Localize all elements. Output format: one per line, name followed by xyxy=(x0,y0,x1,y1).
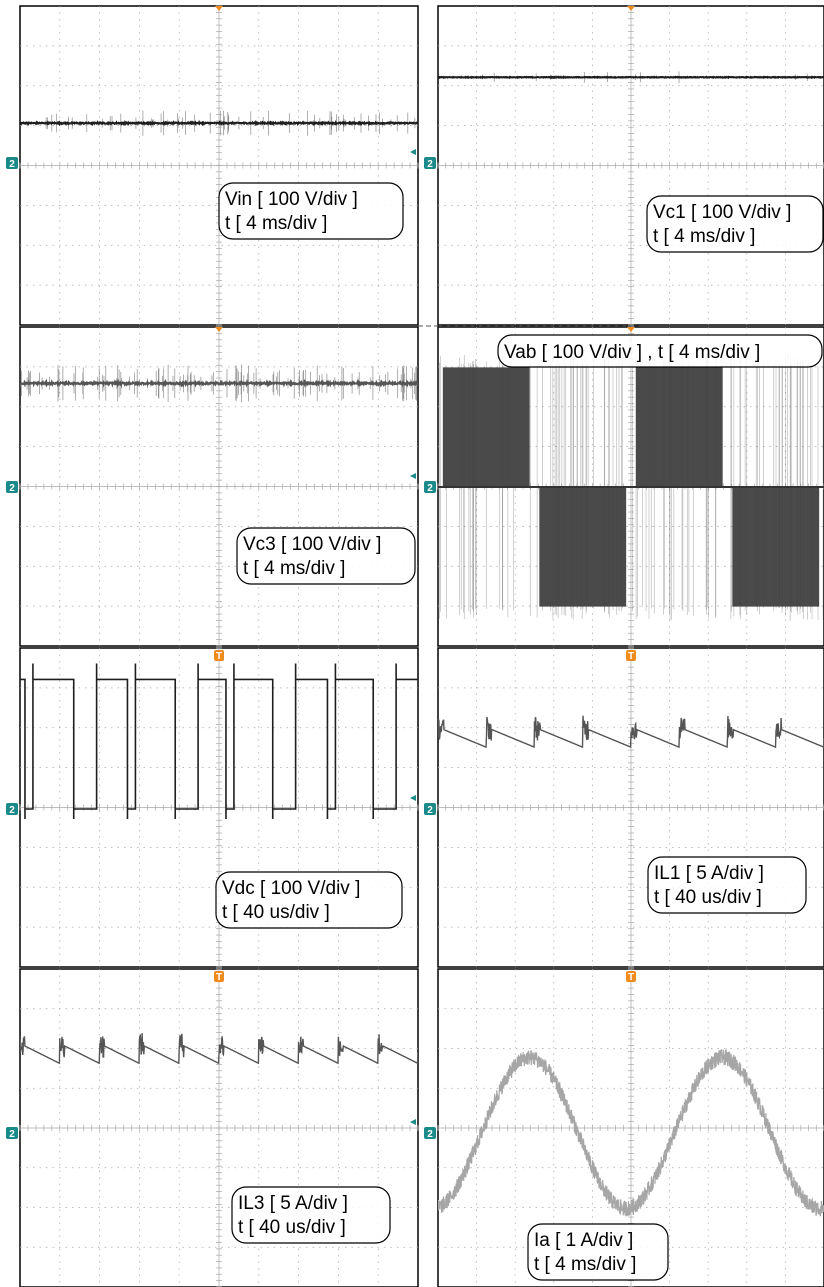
channel-label: 2 xyxy=(9,483,15,494)
channel-2-marker-icon xyxy=(6,157,18,169)
scale-label-line: t [ 40 us/div ] xyxy=(238,1217,346,1238)
trigger-position-icon xyxy=(627,6,635,11)
scale-label-vin: Vin [ 100 V/div ] t [ 4 ms/div ] xyxy=(218,182,404,240)
graticule xyxy=(19,968,419,1287)
trace-line xyxy=(20,1033,418,1065)
channel-label: 2 xyxy=(9,805,15,816)
channel-label: 2 xyxy=(427,483,433,494)
scope-panel-vc3: 2 Vc3 [ 100 V/div ] t [ 4 ms/div ] xyxy=(6,326,419,647)
scope-panel-ia: T 2 Ia [ 1 A/div ] t [ 4 ms/div ] xyxy=(424,968,824,1287)
channel-2-marker-icon xyxy=(424,1127,436,1139)
trace-line xyxy=(438,75,824,80)
trigger-position-icon xyxy=(627,327,635,332)
scale-label-line: Vdc [ 100 V/div ] xyxy=(222,878,360,899)
trigger-label: T xyxy=(628,651,634,662)
trigger-level-icon xyxy=(410,473,416,479)
trigger-level-icon xyxy=(410,1119,416,1125)
scope-panel-il1: T 2 IL1 [ 5 A/div ] t [ 40 us/div ] xyxy=(424,647,824,968)
channel-2-marker-icon xyxy=(424,481,436,493)
trace-line xyxy=(20,378,418,389)
graticule xyxy=(437,5,824,326)
trigger-position-icon xyxy=(215,327,223,332)
trigger-label: T xyxy=(628,972,634,983)
channel-2-marker-icon xyxy=(424,803,436,815)
trigger-level-icon xyxy=(410,795,416,801)
scale-label-vc1: Vc1 [ 100 V/div ] t [ 4 ms/div ] xyxy=(646,195,824,253)
channel-label: 2 xyxy=(9,159,15,170)
channel-label: 2 xyxy=(427,1129,433,1140)
scale-label-line: t [ 40 us/div ] xyxy=(222,902,330,923)
trigger-position-icon xyxy=(626,971,636,982)
scope-panel-vab: 2 Vab [ 100 V/div ] , t [ 4 ms/div ] xyxy=(424,326,824,647)
waveform-vc3 xyxy=(20,364,418,403)
scale-label-vab: Vab [ 100 V/div ] , t [ 4 ms/div ] xyxy=(497,334,823,368)
trace-line xyxy=(438,1048,824,1217)
channel-2-marker-icon xyxy=(424,157,436,169)
scale-label-vdc: Vdc [ 100 V/div ] t [ 40 us/div ] xyxy=(215,871,403,929)
graticule xyxy=(19,326,419,647)
scope-panel-vc1: 2 Vc1 [ 100 V/div ] t [ 4 ms/div ] xyxy=(424,5,824,326)
scale-label-line: IL1 [ 5 A/div ] xyxy=(654,863,764,884)
scale-label-il1: IL1 [ 5 A/div ] t [ 40 us/div ] xyxy=(647,856,807,914)
channel-label: 2 xyxy=(9,1129,15,1140)
trigger-position-icon xyxy=(214,650,224,661)
channel-2-marker-icon xyxy=(6,481,18,493)
scale-label-line: Ia [ 1 A/div ] xyxy=(534,1230,633,1251)
scope-panel-il3: T 2 IL3 [ 5 A/div ] t [ 40 us/div ] xyxy=(6,968,419,1287)
waveform-ia xyxy=(438,1048,824,1217)
scope-panel-vin: 2 Vin [ 100 V/div ] t [ 4 ms/div ] xyxy=(6,5,419,326)
scale-label-line: IL3 [ 5 A/div ] xyxy=(238,1193,348,1214)
scale-label-line: Vin [ 100 V/div ] xyxy=(225,189,358,210)
channel-label: 2 xyxy=(427,159,433,170)
trigger-label: T xyxy=(216,651,222,662)
scale-label-line: Vc1 [ 100 V/div ] xyxy=(653,202,791,223)
graticule xyxy=(19,5,419,326)
waveform-vc1 xyxy=(438,71,824,84)
channel-label: 2 xyxy=(427,805,433,816)
waveform-il3 xyxy=(20,1033,418,1065)
scope-panel-vdc: T 2 Vdc [ 100 V/div ] t [ 40 us/div ] xyxy=(6,647,419,968)
graticule xyxy=(437,968,824,1287)
trigger-label: T xyxy=(216,972,222,983)
graticule xyxy=(437,647,824,968)
scale-label-line: t [ 4 ms/div ] xyxy=(653,226,755,247)
trigger-position-icon xyxy=(626,650,636,661)
channel-2-marker-icon xyxy=(6,1127,18,1139)
trace-line xyxy=(20,119,418,127)
waveform-vdc xyxy=(20,663,418,819)
trigger-level-icon xyxy=(410,149,416,155)
trigger-position-icon xyxy=(215,6,223,11)
scale-label-line: t [ 4 ms/div ] xyxy=(534,1254,636,1275)
scale-label-line: Vc3 [ 100 V/div ] xyxy=(243,534,381,555)
scale-label-line: t [ 40 us/div ] xyxy=(654,887,762,908)
scale-label-line: t [ 4 ms/div ] xyxy=(225,213,327,234)
scale-label-il3: IL3 [ 5 A/div ] t [ 40 us/div ] xyxy=(231,1186,391,1244)
scale-label-ia: Ia [ 1 A/div ] t [ 4 ms/div ] xyxy=(527,1223,669,1281)
scale-label-line: t [ 4 ms/div ] xyxy=(243,558,345,579)
scale-label-vc3: Vc3 [ 100 V/div ] t [ 4 ms/div ] xyxy=(236,527,416,585)
scale-label-line: Vab [ 100 V/div ] , t [ 4 ms/div ] xyxy=(504,342,760,363)
waveform-vin xyxy=(20,110,418,136)
trace-line xyxy=(20,663,418,819)
trace-line xyxy=(438,715,824,749)
waveform-vab xyxy=(438,353,824,621)
trigger-position-icon xyxy=(214,971,224,982)
channel-2-marker-icon xyxy=(6,803,18,815)
waveform-il1 xyxy=(438,715,824,749)
